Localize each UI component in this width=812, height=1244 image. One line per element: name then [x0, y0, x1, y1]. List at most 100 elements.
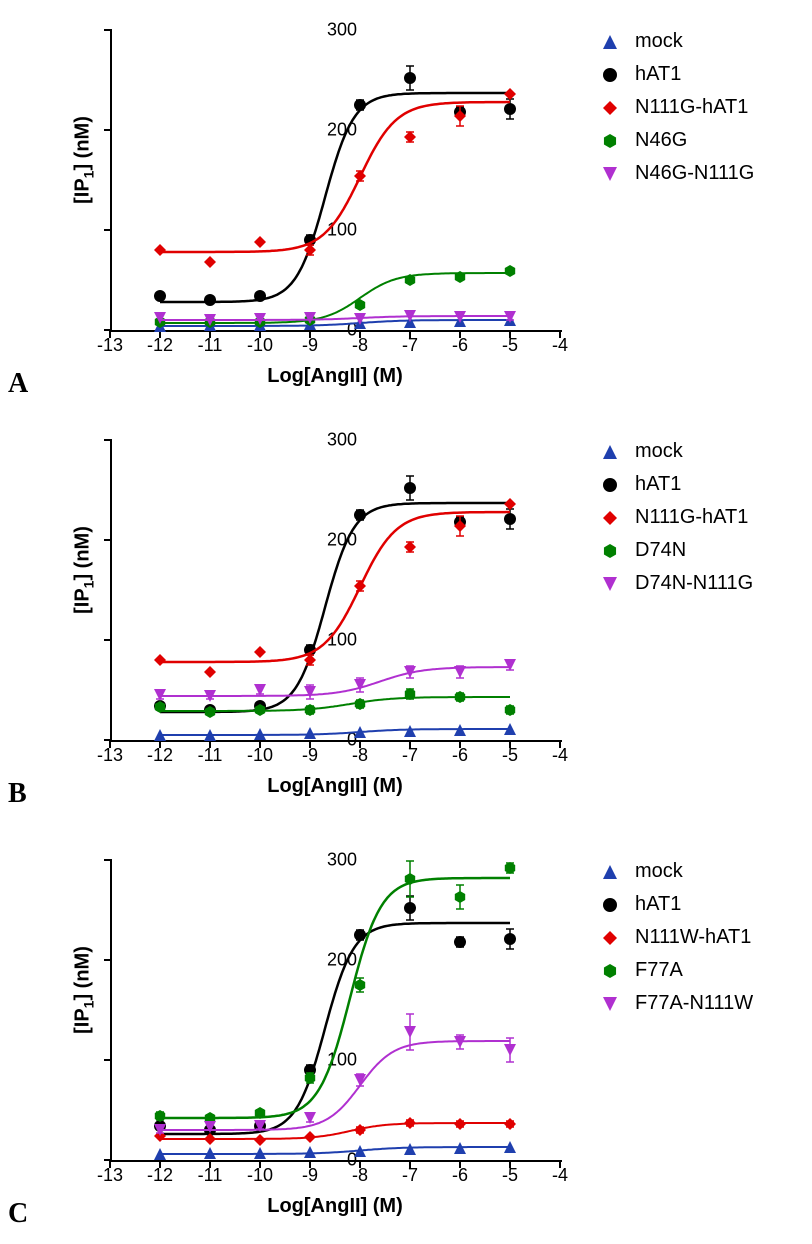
panel-B: B0100200300-13-12-11-10-9-8-7-6-5-4[IP1]… [0, 420, 812, 820]
xtick-label: -11 [190, 745, 230, 766]
data-point [454, 666, 466, 678]
data-point [354, 170, 366, 182]
curve-F77A [160, 878, 510, 1118]
legend-label: F77A [635, 959, 683, 982]
y-axis-title: [IP1] (nM) [71, 946, 96, 1034]
figure-container: A0100200300-13-12-11-10-9-8-7-6-5-4[IP1]… [0, 0, 812, 1244]
legend-item: N111G-hAT1 [600, 96, 754, 119]
panel-A: A0100200300-13-12-11-10-9-8-7-6-5-4[IP1]… [0, 10, 812, 410]
xtick-label: -10 [240, 1165, 280, 1186]
data-point [354, 580, 366, 592]
data-point [455, 891, 465, 903]
legend-label: N46G-N111G [635, 162, 754, 185]
legend-marker [600, 862, 620, 882]
data-point [404, 72, 416, 84]
legend-item: D74N-N111G [600, 572, 753, 595]
data-point [304, 727, 316, 739]
data-point [504, 933, 516, 945]
y-axis-title: [IP1] (nM) [71, 116, 96, 204]
legend-marker [600, 98, 620, 118]
legend-marker [600, 928, 620, 948]
x-axis-title: Log[AngII] (M) [110, 1195, 560, 1218]
legend-item: F77A-N111W [600, 992, 753, 1015]
legend-label: hAT1 [635, 63, 681, 86]
curve-hAT1 [160, 923, 510, 1134]
data-point [204, 256, 216, 268]
y-axis-title: [IP1] (nM) [71, 526, 96, 614]
legend-marker [600, 475, 620, 495]
panel-label: B [8, 778, 27, 810]
xtick-label: -8 [340, 1165, 380, 1186]
data-point [354, 1124, 366, 1136]
xtick-label: -10 [240, 335, 280, 356]
panel-C: C0100200300-13-12-11-10-9-8-7-6-5-4[IP1]… [0, 840, 812, 1240]
legend-item: mock [600, 860, 753, 883]
legend-item: hAT1 [600, 63, 754, 86]
xtick-label: -12 [140, 335, 180, 356]
x-axis-title: Log[AngII] (M) [110, 365, 560, 388]
data-point [404, 1143, 416, 1155]
legend-label: mock [635, 860, 683, 883]
xtick-label: -9 [290, 335, 330, 356]
data-point [504, 498, 516, 510]
legend: mock hAT1 N111G-hAT1 N46G N46G-N111G [600, 30, 754, 195]
legend-label: D74N-N111G [635, 572, 753, 595]
xtick-label: -13 [90, 1165, 130, 1186]
xtick-label: -9 [290, 1165, 330, 1186]
data-point [304, 1131, 316, 1143]
data-point [254, 1134, 266, 1146]
data-point [204, 294, 216, 306]
legend-label: N111G-hAT1 [635, 506, 748, 529]
data-point [454, 1118, 466, 1130]
legend-label: D74N [635, 539, 686, 562]
curve-N111G-hAT1 [160, 512, 510, 662]
legend-marker [600, 32, 620, 52]
xtick-label: -5 [490, 1165, 530, 1186]
xtick-label: -10 [240, 745, 280, 766]
panel-label: C [8, 1198, 28, 1230]
legend-marker [600, 442, 620, 462]
data-point [354, 99, 366, 111]
data-point [354, 929, 366, 941]
xtick-label: -8 [340, 335, 380, 356]
data-point [404, 1026, 416, 1038]
legend-label: N46G [635, 129, 687, 152]
xtick-label: -6 [440, 335, 480, 356]
data-point [254, 290, 266, 302]
legend-marker [600, 895, 620, 915]
legend-item: F77A [600, 959, 753, 982]
data-point [504, 88, 516, 100]
legend-marker [600, 164, 620, 184]
data-point [404, 541, 416, 553]
legend-item: mock [600, 30, 754, 53]
data-point [504, 1118, 516, 1130]
data-point [304, 686, 316, 698]
data-point [304, 1112, 316, 1124]
xtick-label: -7 [390, 335, 430, 356]
legend-marker [600, 961, 620, 981]
data-point [254, 684, 266, 696]
data-point [154, 290, 166, 302]
legend-label: mock [635, 30, 683, 53]
data-point [404, 725, 416, 737]
xtick-label: -4 [540, 1165, 580, 1186]
data-point [304, 1146, 316, 1158]
data-point [154, 654, 166, 666]
legend-label: mock [635, 440, 683, 463]
legend-item: hAT1 [600, 473, 753, 496]
xtick-label: -6 [440, 745, 480, 766]
legend-item: D74N [600, 539, 753, 562]
data-point [504, 1044, 516, 1056]
xtick-label: -5 [490, 335, 530, 356]
xtick-label: -13 [90, 335, 130, 356]
curve-hAT1 [160, 93, 510, 302]
legend-item: hAT1 [600, 893, 753, 916]
xtick-label: -7 [390, 745, 430, 766]
data-point [254, 646, 266, 658]
xtick-label: -4 [540, 335, 580, 356]
data-point [404, 131, 416, 143]
legend-label: hAT1 [635, 893, 681, 916]
data-point [505, 265, 515, 277]
data-point [504, 659, 516, 671]
panel-label: A [8, 368, 28, 400]
